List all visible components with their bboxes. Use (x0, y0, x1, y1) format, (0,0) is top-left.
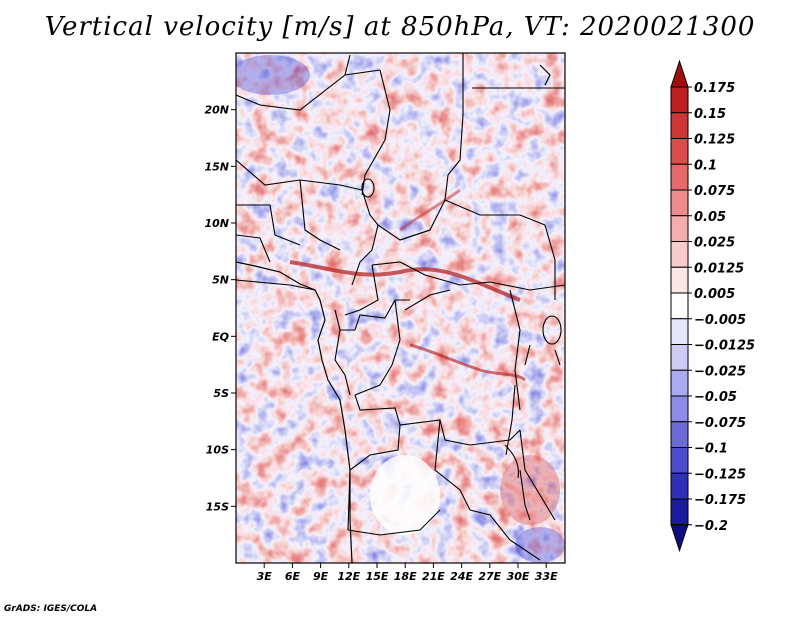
x-tick-label: 33E (535, 570, 558, 583)
colorbar-segment (670, 138, 689, 165)
x-tick-label: 3E (257, 570, 273, 583)
colorbar-segment (670, 395, 689, 423)
y-tick-label: 5S (213, 387, 229, 400)
colorbar-label: −0.2 (694, 519, 728, 534)
velocity-field (236, 53, 565, 563)
colorbar-label: −0.025 (694, 364, 746, 379)
x-tick-label: 18E (394, 570, 417, 583)
colorbar-segment (670, 241, 689, 268)
x-tick-label: 15E (366, 570, 389, 583)
x-tick-label: 30E (507, 570, 530, 583)
colorbar-label: −0.0125 (694, 339, 755, 354)
colorbar-label: 0.15 (694, 107, 726, 122)
colorbar-segment (670, 369, 689, 397)
colorbar-label: 0.025 (694, 236, 735, 251)
colorbar-label: −0.175 (694, 493, 746, 508)
y-tick-label: 10S (206, 444, 229, 457)
colorbar-label: 0.005 (694, 287, 735, 302)
colorbar-segment (670, 189, 689, 217)
country-borders (236, 53, 565, 561)
x-tick-label: 12E (337, 570, 360, 583)
colorbar-segment (670, 86, 689, 114)
colorbar-segment (670, 498, 689, 526)
colorbar-label: −0.075 (694, 416, 746, 431)
colorbar-label: 0.125 (694, 133, 735, 148)
colorbar-segment (670, 292, 689, 320)
y-tick-label: 5N (212, 274, 229, 287)
colorbar-segment (670, 112, 689, 139)
colorbar-label: −0.125 (694, 467, 746, 482)
colorbar-segment (670, 344, 689, 371)
colorbar-label: 0.1 (694, 158, 717, 173)
colorbar-segment (670, 421, 689, 448)
x-tick-label: 9E (313, 570, 329, 583)
grads-credit: GrADS: IGES/COLA (4, 604, 98, 614)
colorbar-segment (670, 215, 689, 242)
x-tick-label: 21E (422, 570, 445, 583)
plot-frame (235, 52, 566, 564)
colorbar-segment (670, 163, 689, 191)
colorbar-label: 0.175 (694, 81, 735, 96)
colorbar-label: −0.05 (694, 390, 737, 405)
colorbar-label: 0.075 (694, 184, 735, 199)
colorbar: 0.175 0.15 0.125 0.1 0.075 0.05 0.025 0.0125 0.0… (670, 59, 755, 553)
y-tick-label: EQ (212, 330, 229, 343)
y-tick-label: 15N (204, 160, 229, 173)
y-tick-label: 15S (206, 500, 229, 513)
x-tick-label: 24E (450, 570, 473, 583)
x-tick-label: 27E (478, 570, 501, 583)
chart-title: Vertical velocity [m/s] at 850hPa, VT: 2… (44, 12, 756, 42)
colorbar-label: −0.1 (694, 442, 728, 457)
colorbar-segment (670, 266, 689, 294)
colorbar-label: 0.0125 (694, 261, 744, 276)
y-tick-label: 20N (204, 104, 229, 117)
y-tick-label: 10N (204, 217, 229, 230)
colorbar-bottom-arrow (670, 524, 689, 553)
colorbar-segment (670, 318, 689, 345)
colorbar-label: 0.05 (694, 210, 726, 225)
colorbar-label: −0.005 (694, 313, 746, 328)
colorbar-segment (670, 447, 689, 474)
colorbar-top-arrow (670, 59, 689, 88)
colorbar-segment (670, 472, 689, 500)
x-tick-label: 6E (285, 570, 301, 583)
